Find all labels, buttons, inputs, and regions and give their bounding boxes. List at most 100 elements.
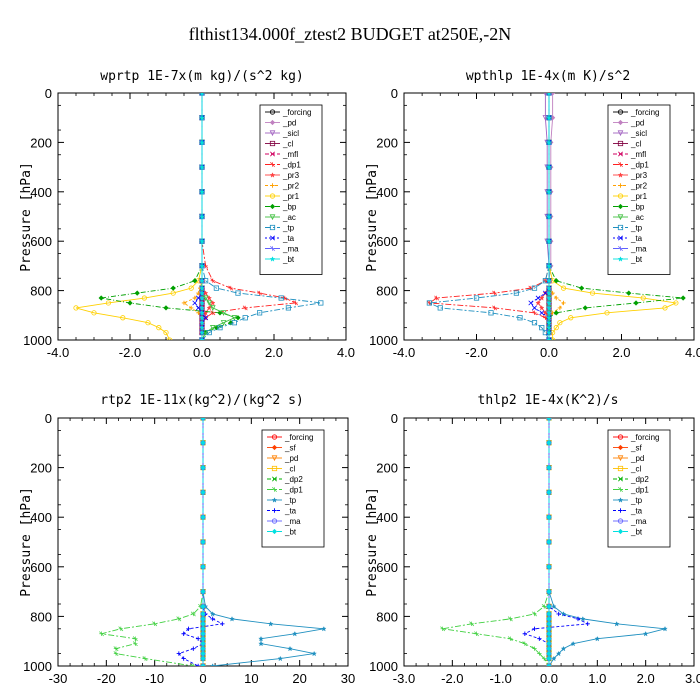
series-point-bt <box>546 621 552 627</box>
legend-marker <box>617 497 624 503</box>
series-point-dp1 <box>426 300 432 306</box>
series-point-dp1 <box>532 646 537 652</box>
series-point-pr1 <box>120 315 126 321</box>
series-point-dp1 <box>541 604 547 609</box>
series-point-ta <box>575 616 581 622</box>
legend-marker <box>269 172 276 178</box>
y-tick-label: 600 <box>30 234 52 249</box>
legend-marker <box>617 455 624 462</box>
panel-title: wpthlp 1E-4x(m K)/s^2 <box>466 69 630 84</box>
series-point-pr1 <box>91 310 97 316</box>
series-line-dp1 <box>101 418 204 666</box>
legend-marker <box>269 214 276 221</box>
series-point-pr2 <box>554 295 559 301</box>
series-point-bt <box>200 663 206 666</box>
series-point-bt <box>546 611 552 617</box>
legend-entry: _mfl <box>630 150 646 159</box>
series-point-dp1 <box>210 278 216 284</box>
series-point-tp <box>311 650 317 657</box>
series-point-bt <box>546 315 552 321</box>
panel-rtp2: rtp2 1E-11x(kg^2)/(kg^2 s) Pressure [hPa… <box>19 393 355 686</box>
series-point-ta <box>537 636 542 641</box>
series-point-bt <box>546 139 552 146</box>
series-point-bt <box>546 464 552 471</box>
series-point-dp1 <box>228 285 234 291</box>
panel-title: rtp2 1E-11x(kg^2)/(kg^2 s) <box>100 393 304 408</box>
series-point-tp <box>217 325 223 331</box>
series-point-tp <box>292 631 298 637</box>
series-point-tp <box>513 290 519 296</box>
series-point-ta <box>539 310 545 316</box>
legend-marker <box>618 183 623 188</box>
legend-marker <box>617 465 624 472</box>
series-point-bt <box>546 295 552 301</box>
x-tick-label: 3.0 <box>685 671 700 686</box>
legend: _forcing _pd_sicl _cl_mfl _dp1_pr3 _pr2_pr1 _… <box>607 104 671 275</box>
series-point-bt <box>546 300 552 306</box>
x-tick-label: 1.0 <box>588 671 606 686</box>
x-tick-label: 0.0 <box>540 345 558 360</box>
x-tick-label: 10 <box>244 671 258 686</box>
legend-entry: _mfl <box>282 150 298 159</box>
series-point-pr1 <box>73 305 79 311</box>
plot-area <box>73 93 324 340</box>
series-point-pr2 <box>561 300 566 306</box>
series-point-ac <box>209 325 216 331</box>
y-tick-label: 0 <box>45 411 52 426</box>
plot-area <box>426 93 686 340</box>
series-point-ta <box>191 646 196 651</box>
series-point-bp <box>553 310 559 316</box>
y-tick-label: 1000 <box>23 659 52 674</box>
series-point-ta <box>203 315 209 321</box>
series-point-bt <box>546 588 552 595</box>
y-tick-label: 0 <box>45 86 52 101</box>
legend-entry: _bt <box>284 528 297 537</box>
series-point-bt <box>546 564 552 570</box>
series-point-bt <box>546 616 552 622</box>
series-point-pr1 <box>188 285 194 291</box>
legend-marker <box>269 130 276 137</box>
series-point-bt <box>546 213 552 220</box>
legend-marker <box>270 246 275 251</box>
series-point-bt <box>200 588 206 595</box>
legend-entry: _ac <box>630 213 644 222</box>
legend-marker <box>270 235 275 241</box>
series-point-tp <box>594 636 601 642</box>
series-point-pr1 <box>105 300 112 306</box>
series-point-bp <box>626 290 632 296</box>
series-point-ac <box>231 315 238 321</box>
series-point-ta <box>522 631 528 636</box>
series-point-tp <box>531 285 538 291</box>
series-point-ta <box>186 626 191 631</box>
series-point-ac <box>220 310 227 316</box>
legend-marker <box>269 119 276 126</box>
series-point-bt <box>546 263 552 269</box>
legend-entry: _sf <box>284 444 296 453</box>
y-axis-label: Pressure [hPa] <box>365 162 380 272</box>
series-point-bt <box>199 164 205 170</box>
series-point-dp1 <box>440 626 446 632</box>
series-point-dp1 <box>434 295 440 301</box>
series-point-bp <box>553 278 559 284</box>
series-point-dp1 <box>522 641 528 647</box>
series-point-dp1 <box>474 631 479 637</box>
series-point-bt <box>546 636 552 642</box>
series-point-pr3 <box>539 305 545 311</box>
series-point-tp <box>551 603 557 610</box>
series-point-bt <box>200 621 206 627</box>
legend-marker <box>271 518 278 524</box>
series-point-dp1 <box>152 621 158 627</box>
series-point-bt <box>546 489 552 496</box>
series-point-pr1 <box>170 290 176 296</box>
legend-marker <box>618 246 623 251</box>
legend-entry: _ta <box>282 234 295 243</box>
legend-entry: _pd <box>282 119 296 128</box>
y-tick-label: 1000 <box>23 333 52 348</box>
series-point-bt <box>546 278 552 284</box>
series-point-pr1 <box>163 329 169 336</box>
legend-marker <box>618 508 623 513</box>
series-point-bt <box>546 164 552 170</box>
legend-entry: _dp1 <box>630 486 649 495</box>
y-tick-label: 200 <box>30 461 52 476</box>
x-tick-label: -3.0 <box>393 671 415 686</box>
